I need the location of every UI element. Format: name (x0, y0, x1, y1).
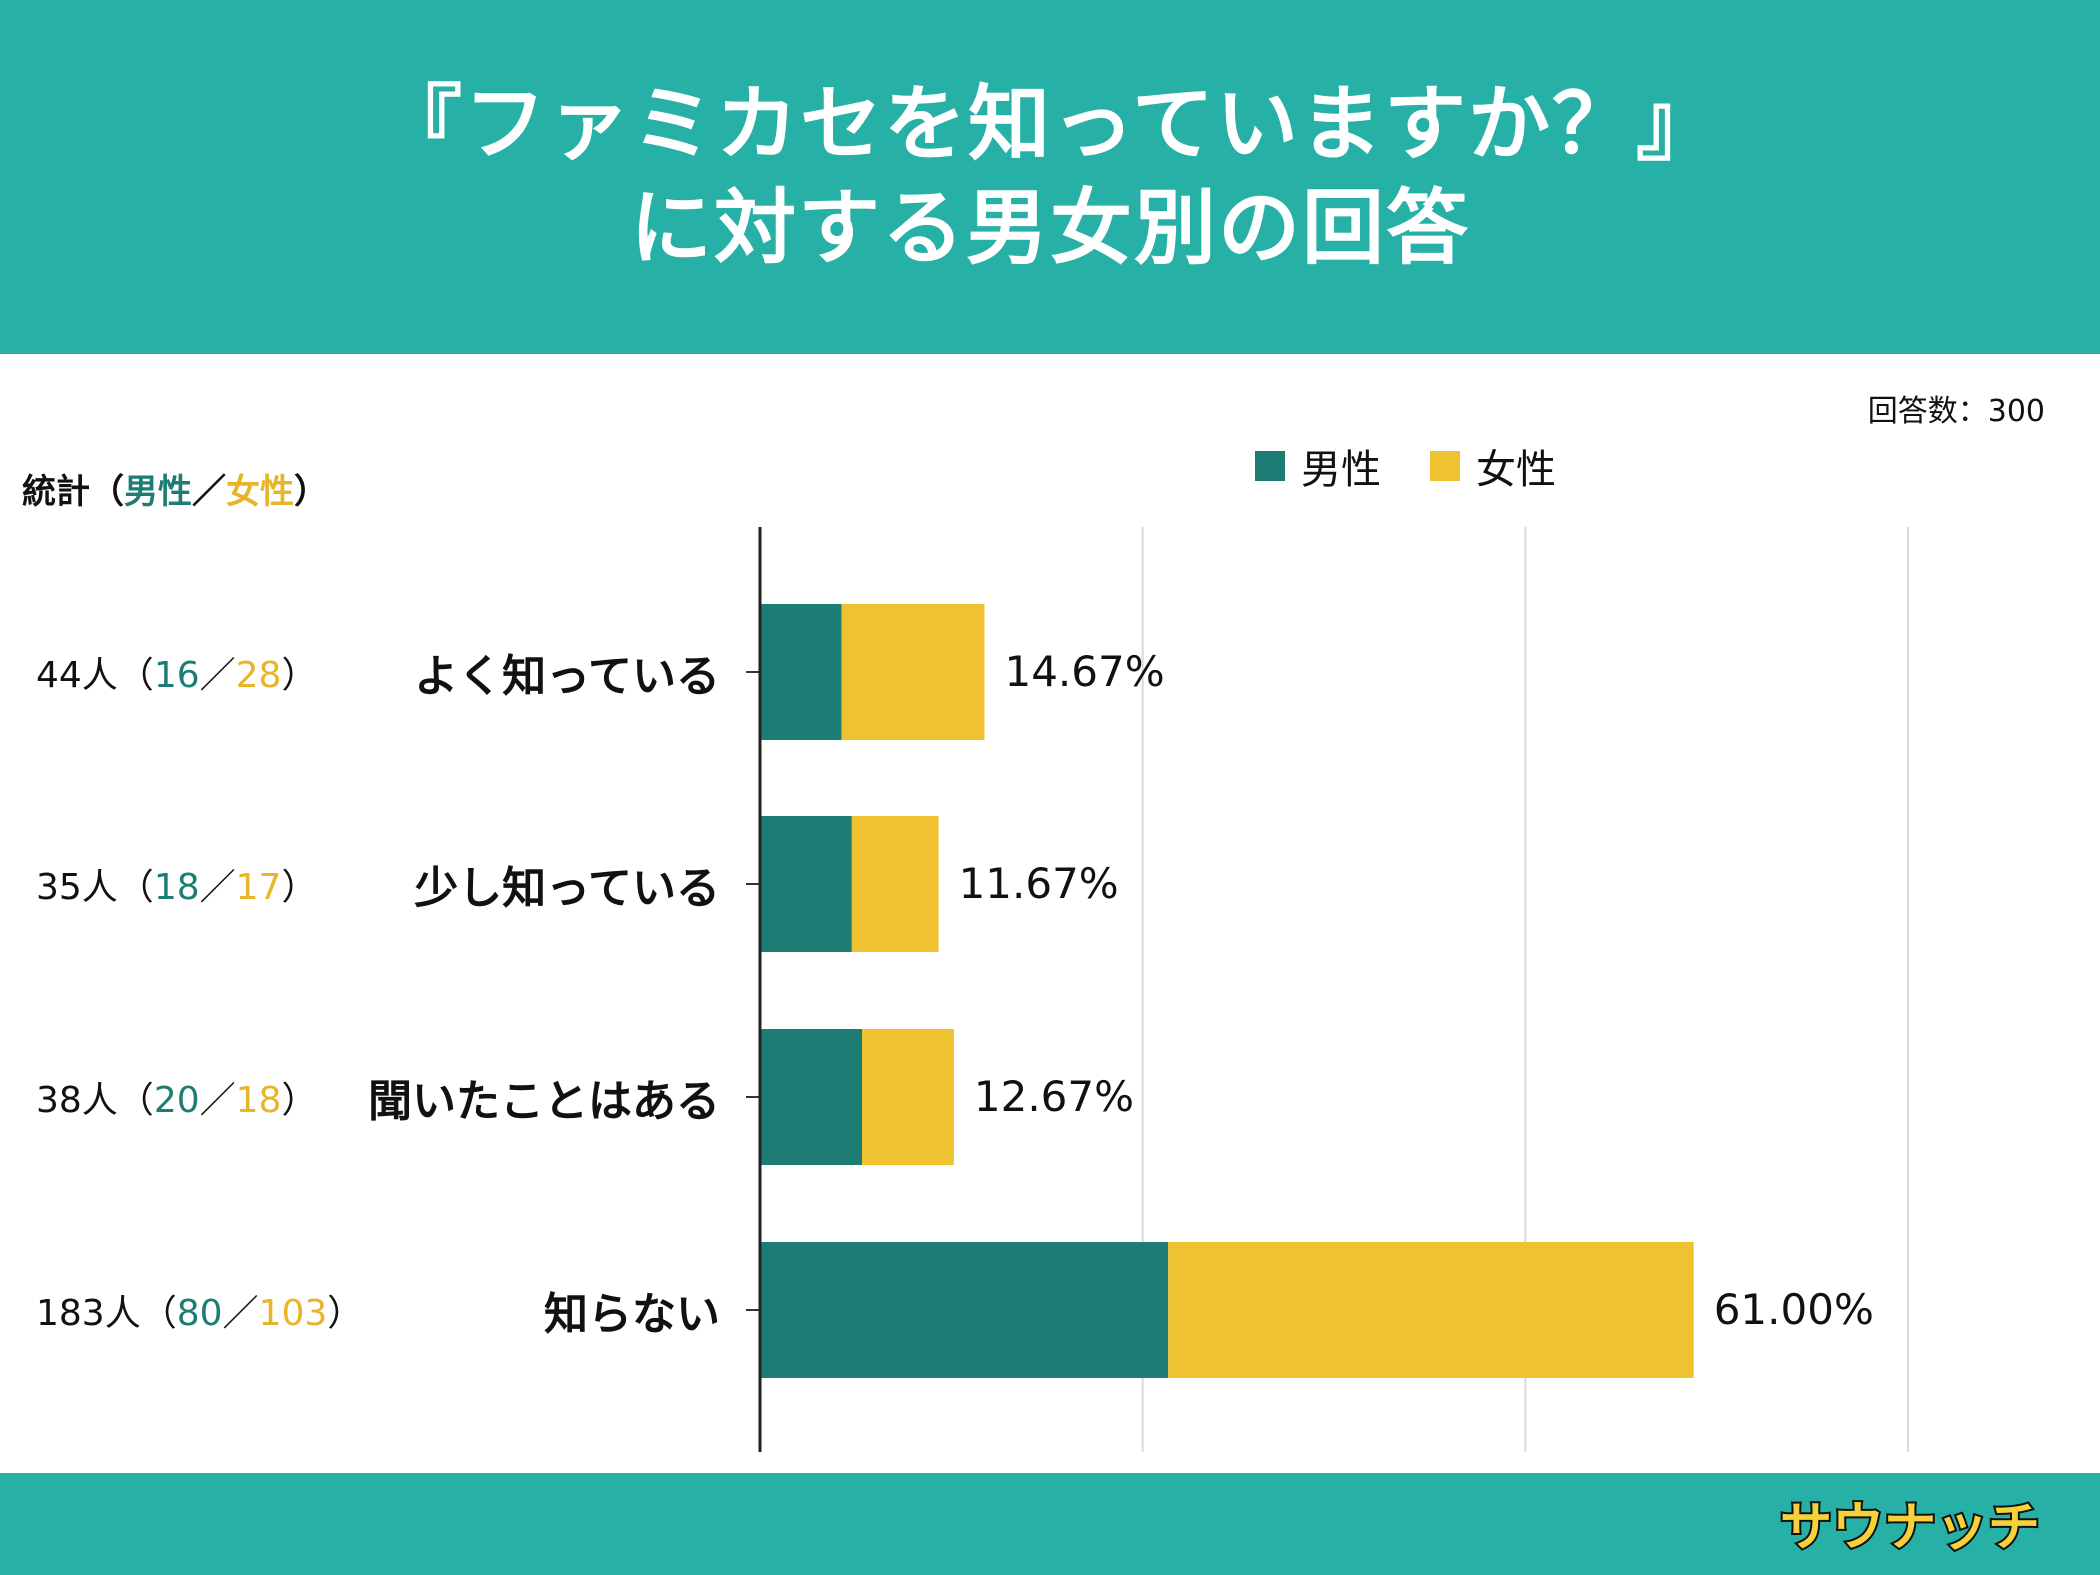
stat-row: 38人（20／18） (36, 1071, 317, 1123)
bar-female (841, 604, 985, 740)
data-label: 14.67% (1004, 647, 1164, 696)
legend-swatch-female (1430, 451, 1460, 481)
legend-label-female: 女性 (1476, 447, 1556, 493)
stats-heading-prefix: 統計（ (22, 472, 124, 512)
legend-label-male: 男性 (1301, 447, 1381, 493)
stat-total: 44人（ (36, 655, 154, 696)
stat-close: ） (327, 1293, 364, 1334)
stat-row: 183人（80／103） (36, 1284, 363, 1336)
category-label: よく知っている (414, 651, 720, 702)
stat-close: ） (281, 1080, 318, 1121)
bar-male (760, 1029, 863, 1165)
category-label: 聞いたことはある (368, 1076, 720, 1127)
stats-heading-separator: ／ (192, 472, 226, 512)
bar-male (760, 816, 852, 952)
chart-title-line2: に対する男女別の回答 (629, 181, 1470, 276)
stat-female: 18 (235, 1080, 282, 1121)
stats-heading-male: 男性 (124, 472, 192, 512)
stat-total: 35人（ (36, 867, 154, 908)
data-label: 11.67% (959, 859, 1119, 908)
brand-logo: サウナッチ (1780, 1493, 2040, 1561)
stat-female: 103 (258, 1293, 328, 1334)
bar-female (1168, 1242, 1694, 1378)
stat-separator: ／ (199, 655, 236, 696)
stat-male: 80 (176, 1293, 223, 1334)
legend-swatch-male (1255, 451, 1285, 481)
chart-title-line1: 『ファミカセを知っていますか？』 (380, 77, 1720, 172)
bar-male (760, 604, 842, 740)
stat-male: 18 (153, 867, 200, 908)
stats-heading-female: 女性 (226, 472, 294, 512)
footer-bar: サウナッチ (0, 1473, 2100, 1575)
stat-close: ） (281, 867, 318, 908)
stat-separator: ／ (199, 867, 236, 908)
stat-total: 38人（ (36, 1080, 154, 1121)
bar-male (760, 1242, 1169, 1378)
stat-male: 20 (153, 1080, 200, 1121)
stats-heading: 統計（男性／女性） (22, 464, 328, 513)
stat-close: ） (281, 655, 318, 696)
bar-female (851, 816, 939, 952)
stat-female: 28 (235, 655, 282, 696)
category-label: 知らない (544, 1289, 720, 1340)
bar-female (862, 1029, 954, 1165)
stat-total: 183人（ (36, 1293, 177, 1334)
stat-male: 16 (153, 655, 200, 696)
stat-separator: ／ (222, 1293, 259, 1334)
bar-chart: 14.67% 11.67% 12.67% 61.00% (746, 527, 1909, 1452)
brand-text: サウナッチ (1780, 1498, 2040, 1558)
legend-item-male: 男性 (1255, 444, 1381, 493)
stat-row: 35人（18／17） (36, 858, 317, 910)
data-label: 12.67% (974, 1072, 1134, 1121)
chart-header: 『ファミカセを知っていますか？』 に対する男女別の回答 (0, 0, 2100, 354)
data-label: 61.00% (1714, 1285, 1874, 1334)
stat-female: 17 (235, 867, 282, 908)
stat-row: 44人（16／28） (36, 646, 317, 698)
respondent-count: 回答数：300 (1867, 394, 2045, 429)
category-label: 少し知っている (414, 863, 720, 914)
stat-separator: ／ (199, 1080, 236, 1121)
stats-heading-suffix: ） (294, 472, 328, 512)
legend-item-female: 女性 (1430, 444, 1556, 493)
